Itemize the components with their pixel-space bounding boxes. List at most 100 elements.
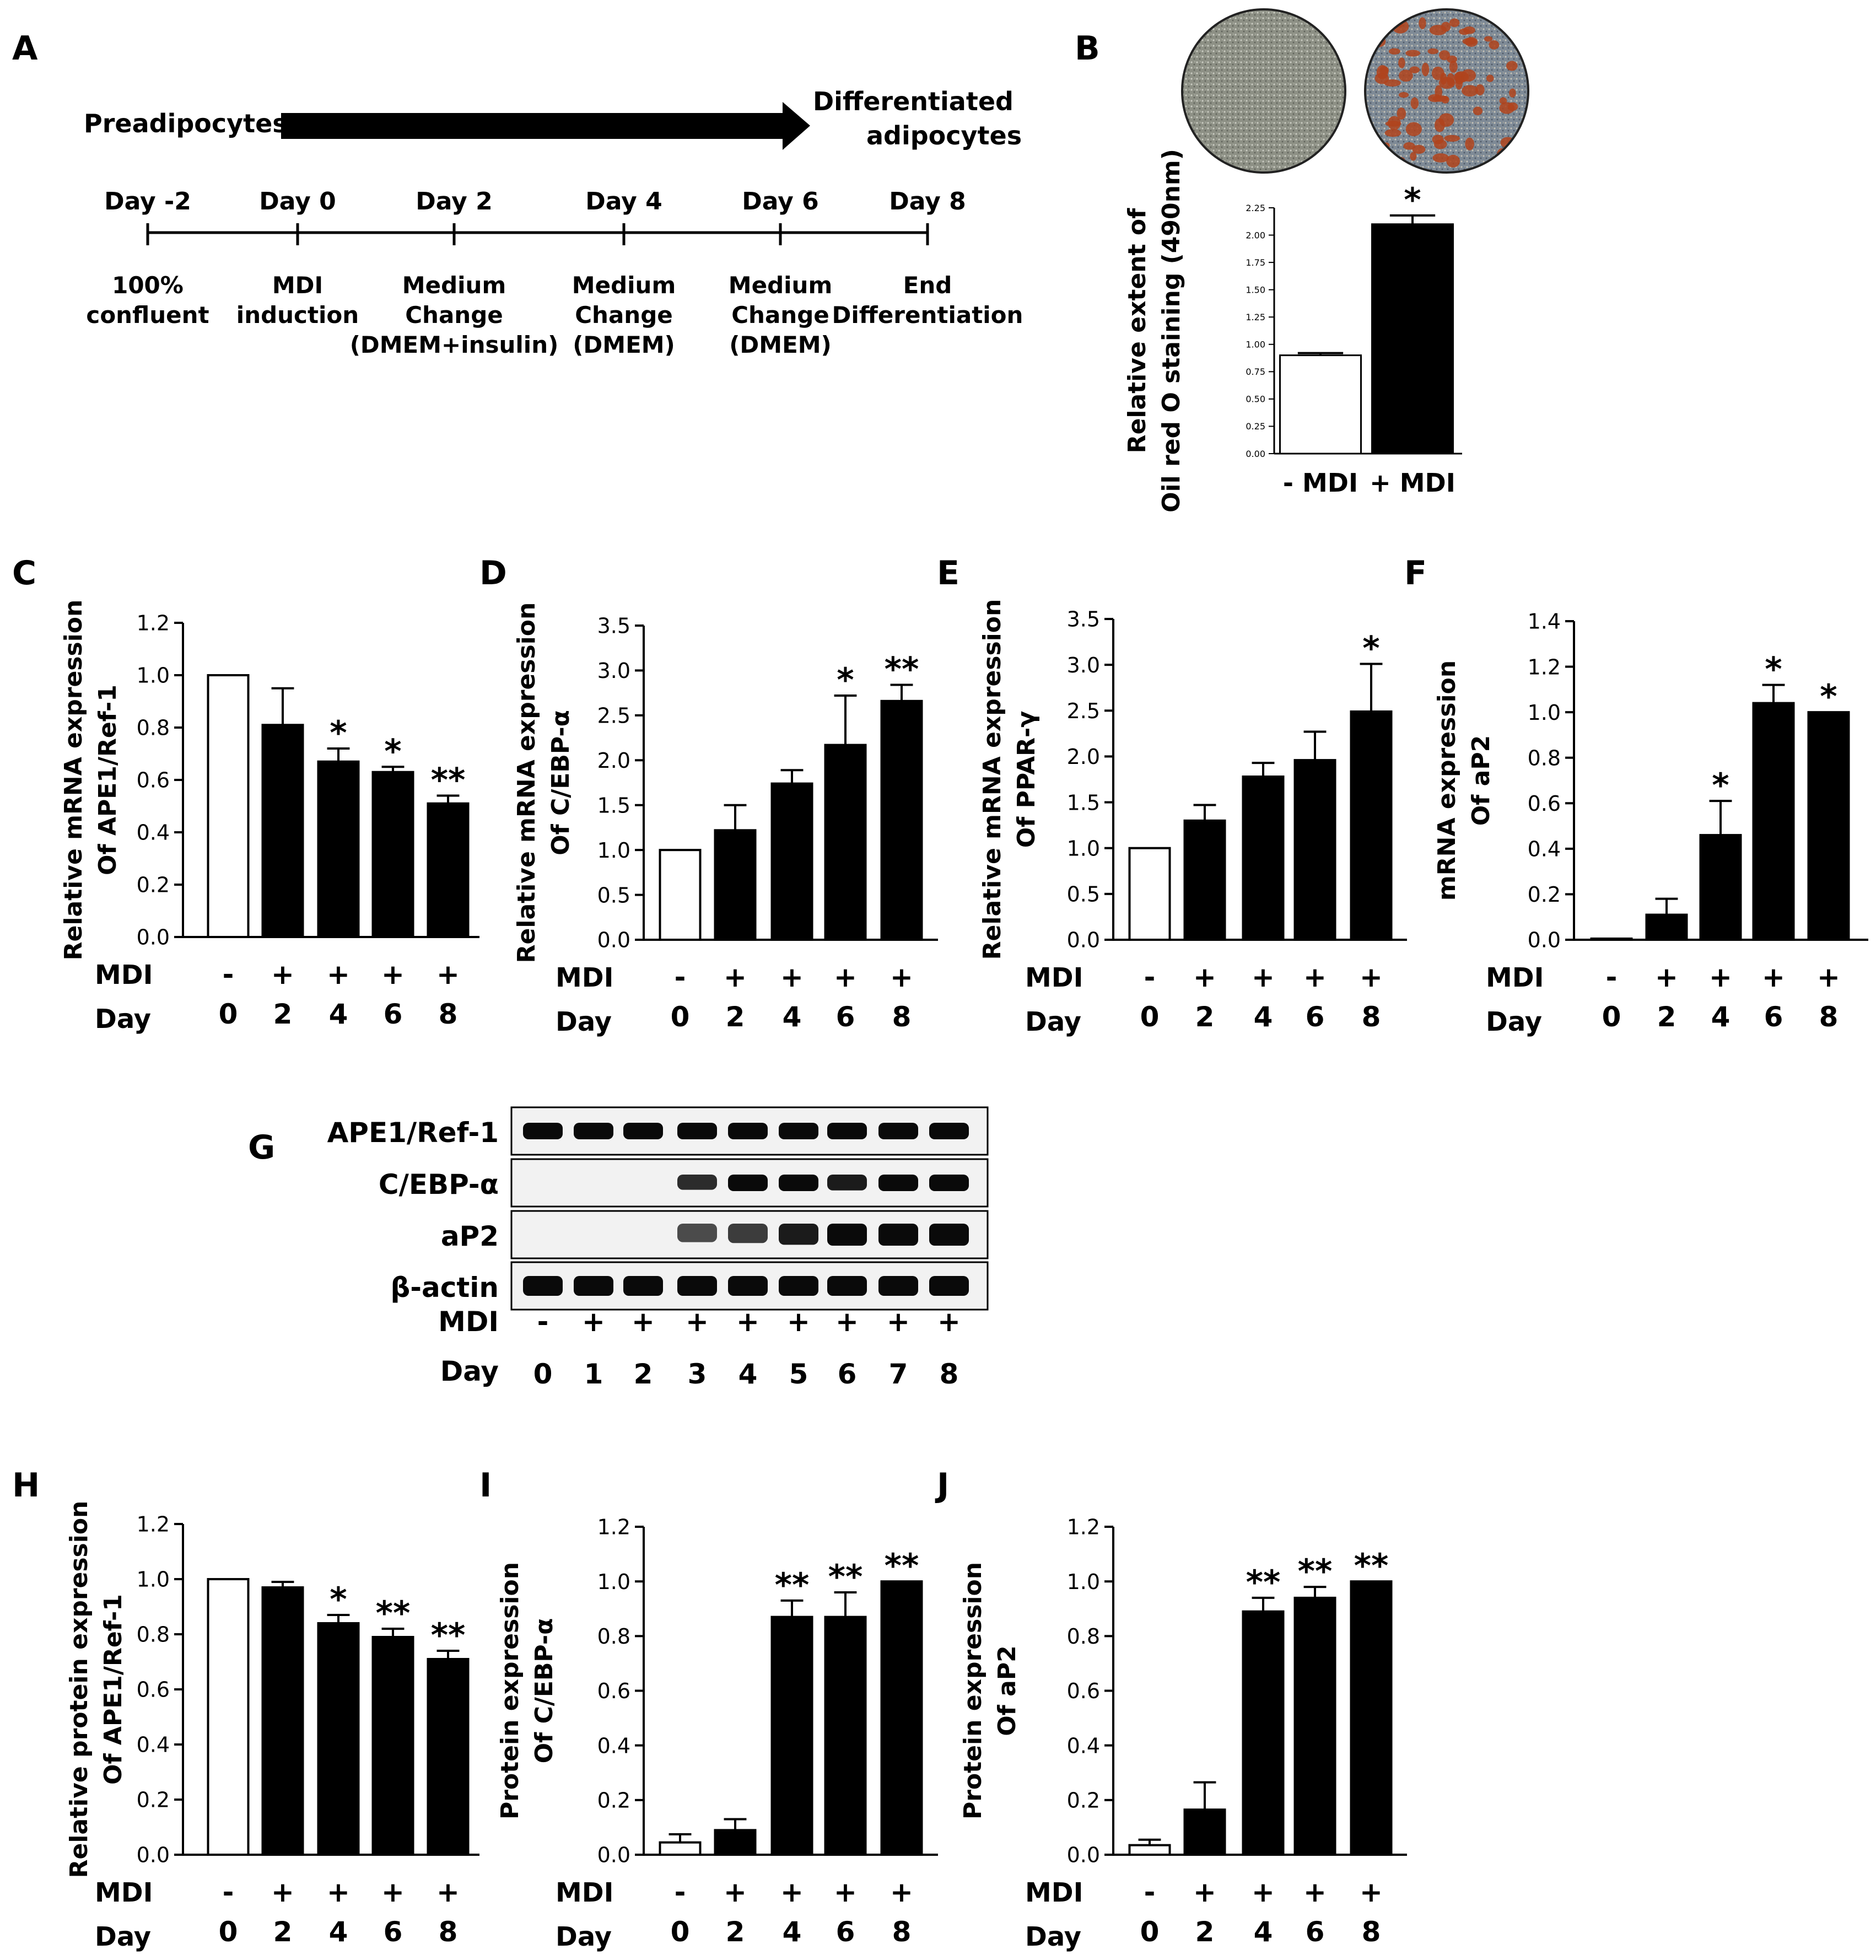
blot-band bbox=[878, 1123, 918, 1139]
day-number: 0 bbox=[219, 998, 238, 1030]
lipid-droplet bbox=[1484, 36, 1493, 42]
lipid-droplet bbox=[1387, 116, 1401, 130]
day-row-label: Day bbox=[1025, 1921, 1081, 1952]
blot-band bbox=[929, 1123, 969, 1139]
y-axis-label: Of PPAR-γ bbox=[1012, 711, 1041, 848]
y-tick-label: 2.25 bbox=[1246, 203, 1265, 213]
mdi-sign: - bbox=[223, 959, 234, 990]
panel-b-letter: B bbox=[1075, 29, 1100, 68]
day-number: 8 bbox=[892, 1001, 912, 1033]
blot-band bbox=[677, 1224, 717, 1242]
y-tick-label: 0.2 bbox=[137, 1788, 170, 1812]
bar bbox=[207, 674, 250, 938]
day-number: 2 bbox=[273, 1916, 293, 1948]
mdi-sign: + bbox=[1655, 961, 1678, 993]
timeline-day-label: Day 6 bbox=[742, 187, 818, 216]
significance-marker: ** bbox=[431, 1616, 466, 1655]
mdi-sign: + bbox=[834, 1876, 857, 1908]
lipid-droplet bbox=[1462, 37, 1477, 45]
mdi-sign: + bbox=[1193, 1876, 1216, 1908]
blot-row-label: aP2 bbox=[441, 1220, 499, 1252]
y-tick-label: 0.8 bbox=[597, 1624, 630, 1649]
bar bbox=[207, 1578, 250, 1856]
y-tick-label: 1.50 bbox=[1246, 284, 1265, 295]
lipid-droplet bbox=[1409, 66, 1420, 73]
chart-d: D 0.0 0.5 1.0 1.5 2.0 2.5 3.0 3.5 Relative mRNA e… bbox=[479, 554, 938, 1037]
bar bbox=[261, 1586, 304, 1856]
blot-day-number: 6 bbox=[838, 1358, 857, 1390]
blot-band bbox=[779, 1224, 818, 1245]
lipid-droplet bbox=[1412, 144, 1426, 154]
mdi-sign: + bbox=[327, 1876, 350, 1908]
y-axis-label: Relative protein expression bbox=[65, 1501, 93, 1878]
y-tick-label: 3.0 bbox=[597, 659, 630, 683]
timeline-event-label: Medium bbox=[402, 272, 506, 299]
blot-band bbox=[728, 1224, 768, 1243]
lipid-droplet bbox=[1486, 74, 1494, 82]
timeline-day-label: Day 2 bbox=[416, 187, 492, 216]
y-tick-label: 3.5 bbox=[1067, 607, 1100, 632]
lipid-droplet bbox=[1405, 122, 1422, 137]
day-number: 4 bbox=[1711, 1001, 1731, 1033]
timeline-event-label: confluent bbox=[86, 301, 209, 329]
minus-mdi-stain-image bbox=[1181, 8, 1346, 174]
y-tick-label: 0.0 bbox=[597, 928, 630, 952]
significance-marker: ** bbox=[376, 1594, 411, 1633]
bar bbox=[1242, 1610, 1285, 1856]
day-row-label: Day bbox=[1486, 1006, 1542, 1037]
mdi-sign: + bbox=[271, 1876, 294, 1908]
panel-b: B bbox=[1075, 8, 1529, 174]
bar bbox=[1293, 759, 1336, 941]
y-tick-label: 0.0 bbox=[1067, 1843, 1100, 1867]
timeline-event-label: Medium bbox=[572, 272, 676, 299]
lipid-droplet bbox=[1398, 92, 1409, 98]
blot-band bbox=[779, 1276, 818, 1296]
blot-band bbox=[878, 1224, 918, 1246]
significance-marker: ** bbox=[828, 1558, 863, 1596]
timeline-event-label: (DMEM) bbox=[573, 331, 675, 358]
bar bbox=[659, 1841, 702, 1856]
y-tick-label: 0.4 bbox=[137, 821, 170, 845]
mdi-sign: + bbox=[1252, 1876, 1275, 1908]
bar bbox=[770, 1616, 813, 1856]
bar bbox=[1183, 819, 1226, 941]
differentiation-arrow bbox=[281, 102, 810, 150]
y-tick-label: 1.2 bbox=[1528, 655, 1561, 679]
mdi-sign: + bbox=[780, 961, 804, 993]
blot-day-number: 3 bbox=[688, 1358, 707, 1390]
blot-band bbox=[728, 1123, 768, 1139]
blot-band bbox=[929, 1276, 969, 1296]
significance-marker: ** bbox=[885, 650, 919, 688]
bar bbox=[1350, 710, 1393, 941]
y-tick-label: 0.6 bbox=[137, 1678, 170, 1702]
y-tick-label: 1.0 bbox=[1067, 836, 1100, 860]
x-category-label: + MDI bbox=[1370, 468, 1455, 498]
mdi-sign: + bbox=[1360, 1876, 1383, 1908]
timeline-event-label: Change bbox=[575, 301, 673, 329]
bar bbox=[1128, 1844, 1171, 1856]
lipid-droplet bbox=[1462, 85, 1479, 97]
day-number: 0 bbox=[1140, 1001, 1160, 1033]
mdi-sign: + bbox=[890, 1876, 913, 1908]
day-number: 8 bbox=[892, 1916, 912, 1948]
significance-marker: * bbox=[1820, 677, 1837, 716]
y-axis-label: Relative extent of bbox=[1123, 208, 1151, 453]
y-axis-label: Oil red O staining (490nm) bbox=[1157, 149, 1185, 513]
y-tick-label: 0.8 bbox=[137, 716, 170, 740]
mdi-sign: + bbox=[1709, 961, 1732, 993]
y-axis-label: Protein expression bbox=[959, 1562, 987, 1819]
timeline-event-label: MDI bbox=[272, 272, 323, 299]
y-tick-label: 1.0 bbox=[597, 1570, 630, 1594]
lipid-droplet bbox=[1419, 17, 1426, 30]
mdi-row-label: MDI bbox=[556, 962, 613, 993]
mdi-sign: + bbox=[890, 961, 913, 993]
blot-band bbox=[623, 1276, 663, 1296]
day-number: 8 bbox=[1819, 1001, 1839, 1033]
lipid-droplet bbox=[1506, 61, 1518, 71]
mdi-sign: - bbox=[1144, 1876, 1156, 1908]
mdi-sign: + bbox=[436, 959, 460, 990]
significance-marker: * bbox=[837, 661, 854, 699]
day-number: 0 bbox=[671, 1916, 690, 1948]
